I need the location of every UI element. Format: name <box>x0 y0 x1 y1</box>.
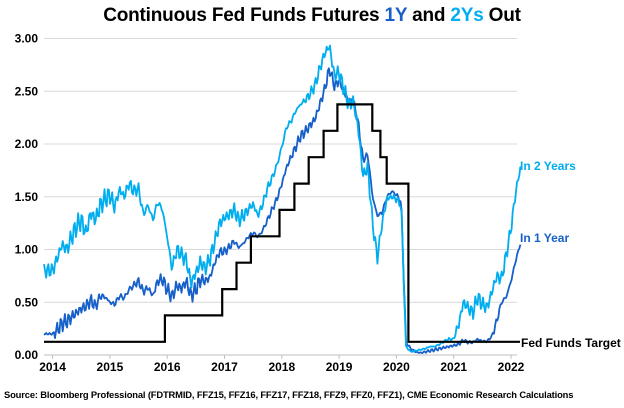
x-axis-label: 2022 <box>498 360 525 374</box>
title-text-lead: Continuous Fed Funds Futures <box>103 5 385 26</box>
x-axis-label: 2014 <box>39 360 66 374</box>
series-label-fed-funds-target: Fed Funds Target <box>521 336 621 350</box>
series-label-in-1-year: In 1 Year <box>520 231 570 245</box>
y-axis-label: 1.00 <box>15 243 39 257</box>
x-axis-label: 2020 <box>383 360 410 374</box>
y-axis-label: 3.00 <box>15 32 39 46</box>
chart-title: Continuous Fed Funds Futures 1Y and 2Ys … <box>0 5 624 27</box>
source-note: Source: Bloomberg Professional (FDTRMID,… <box>4 389 574 400</box>
x-axis-label: 2018 <box>268 360 295 374</box>
title-2ys-highlight: 2Ys <box>450 5 484 26</box>
y-axis-label: 2.00 <box>15 137 39 151</box>
y-axis-label: 2.50 <box>15 84 39 98</box>
x-axis-label: 2019 <box>326 360 353 374</box>
x-axis-label: 2016 <box>154 360 181 374</box>
y-axis-label: 1.50 <box>15 190 39 204</box>
y-axis-label: 0.00 <box>15 348 39 362</box>
title-1y-highlight: 1Y <box>384 5 408 26</box>
x-axis-label: 2015 <box>97 360 124 374</box>
x-axis-label: 2021 <box>440 360 467 374</box>
x-axis-label: 2017 <box>211 360 238 374</box>
series-label-in-2-years: In 2 Years <box>520 159 576 173</box>
series-line-in-1-year <box>43 67 522 354</box>
title-text-mid: and <box>407 5 451 26</box>
y-axis-label: 0.50 <box>15 295 39 309</box>
series-line-fed-funds-target <box>44 103 520 343</box>
title-text-tail: Out <box>483 5 521 26</box>
